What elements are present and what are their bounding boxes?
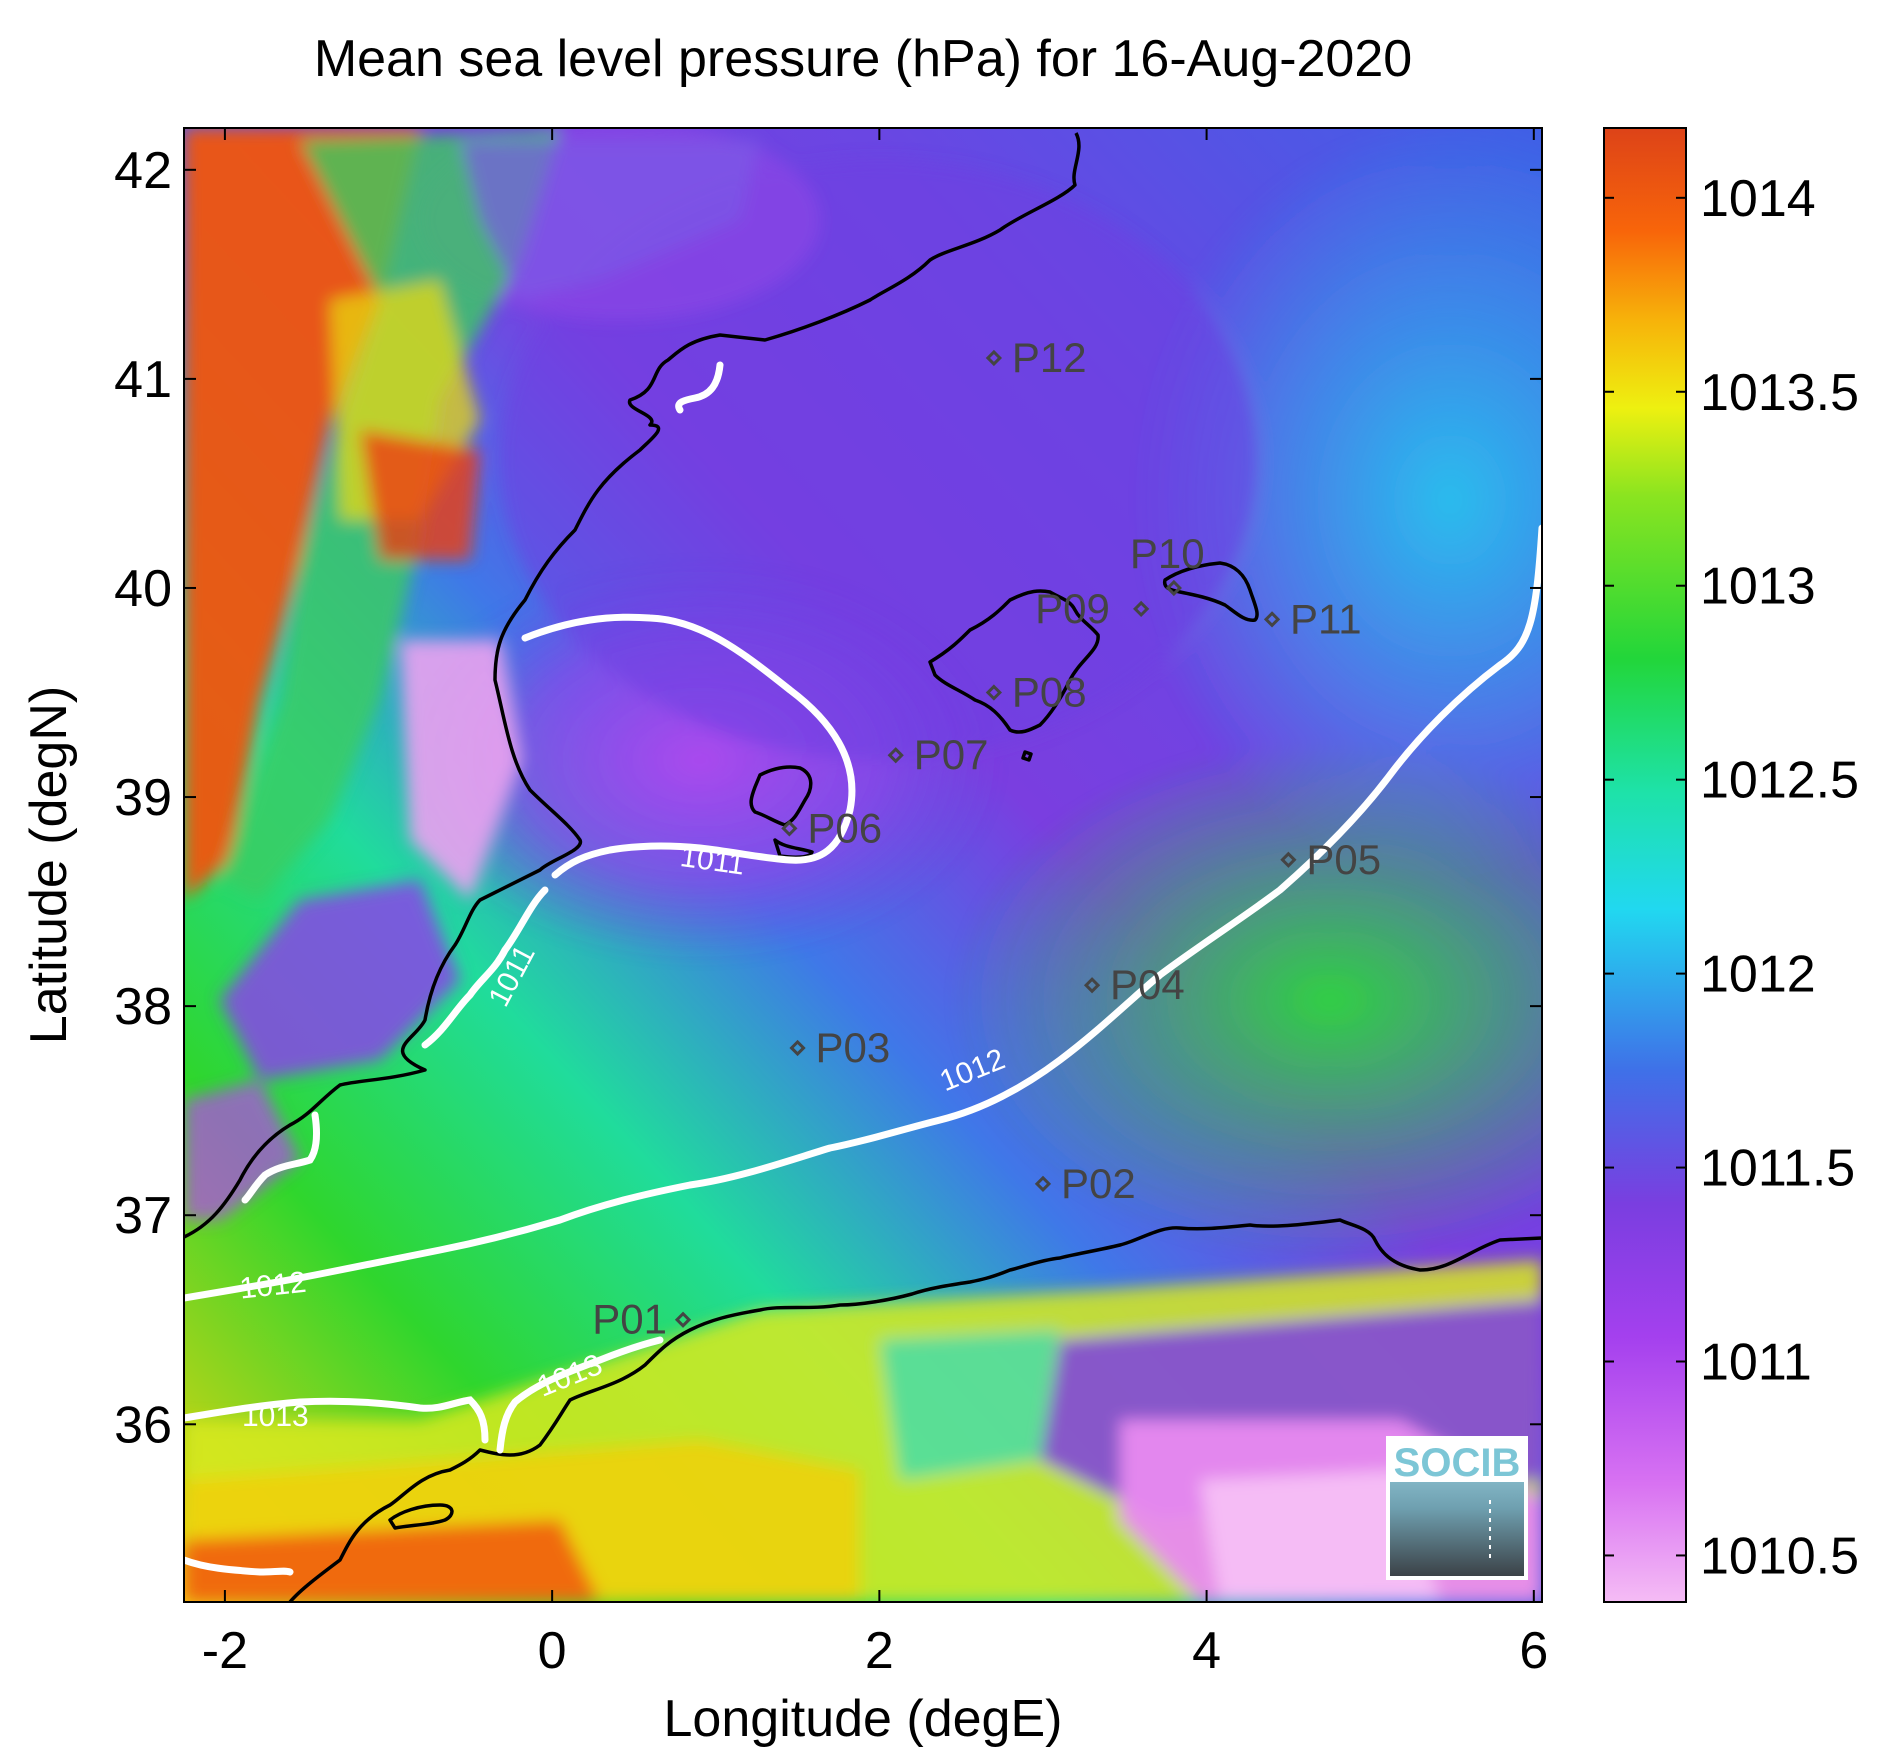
colorbar-ticks: 1010.5 1011 1011.5 1012 1012.5 1013 1013.5 1014 <box>1604 170 1859 1585</box>
contour-1011-west <box>421 886 549 1049</box>
map-frame <box>183 127 1543 1603</box>
station-diamond-icon <box>789 1039 806 1057</box>
x-tick-label: 4 <box>1192 1622 1221 1680</box>
socib-logo-text: SOCIB <box>1394 1441 1521 1485</box>
station-label: P02 <box>1061 1160 1136 1207</box>
station-marker: P04 <box>1083 961 1185 1008</box>
station-marker: P08 <box>985 669 1087 716</box>
x-tick-label: -2 <box>202 1622 248 1680</box>
y-tick-label: 37 <box>114 1187 172 1245</box>
islands <box>388 561 1259 1530</box>
contour-1011-loop <box>521 613 856 879</box>
x-axis-label: Longitude (degE) <box>664 1690 1063 1748</box>
y-axis-label: Latitude (degN) <box>20 686 78 1044</box>
colorbar-tick-label: 1014 <box>1700 170 1816 228</box>
station-diamond-icon <box>781 820 798 837</box>
station-label: P06 <box>807 804 882 851</box>
socib-logo: SOCIB <box>1386 1436 1528 1580</box>
station-marker: P07 <box>887 731 989 778</box>
colorbar-gradient <box>1603 127 1687 1603</box>
x-tick-label: 6 <box>1519 1622 1548 1680</box>
y-tick-label: 36 <box>114 1396 172 1454</box>
station-diamond-icon <box>985 684 1003 701</box>
station-diamond-icon <box>1280 851 1297 868</box>
station-label: P09 <box>1035 585 1110 632</box>
station-label: P10 <box>1130 530 1205 577</box>
y-tick-label: 42 <box>114 142 172 200</box>
station-label: P07 <box>914 731 989 778</box>
station-marker: P05 <box>1280 836 1381 883</box>
y-tick-label: 40 <box>114 560 172 618</box>
station-marker: P03 <box>789 1024 891 1071</box>
station-marker: P09 <box>1035 585 1150 632</box>
pressure-field-blobs <box>184 128 1542 1602</box>
station-diamond-icon <box>985 349 1003 367</box>
contour-label-1013-b: 1013 <box>242 1400 309 1433</box>
station-marker: P10 <box>1130 530 1205 597</box>
station-marker: P12 <box>985 334 1087 381</box>
x-axis: -2 0 2 4 6 <box>202 128 1548 1680</box>
map-plot-area: 1011 1011 1012 1012 1013 1013 P01P02P03P… <box>184 128 1542 1602</box>
station-marker: P02 <box>1034 1160 1136 1207</box>
station-label: P03 <box>816 1024 891 1071</box>
colorbar: 1010.5 1011 1011.5 1012 1012.5 1013 1013.5 1014 <box>1603 127 1859 1603</box>
station-diamond-icon <box>1133 600 1150 618</box>
colorbar-tick-label: 1013 <box>1700 558 1816 616</box>
station-marker: P01 <box>592 1296 692 1343</box>
x-tick-label: 2 <box>865 1622 894 1680</box>
chart-title: Mean sea level pressure (hPa) for 16-Aug… <box>314 30 1412 88</box>
y-axis: 36 37 38 39 40 41 42 <box>114 142 1542 1454</box>
contour-label-1012-b: 1012 <box>238 1266 308 1306</box>
y-tick-label: 39 <box>114 769 172 827</box>
contour-1012 <box>184 524 1542 1302</box>
contour-1011-south <box>241 1111 321 1204</box>
station-diamond-icon <box>1034 1175 1052 1192</box>
station-markers: P01 P02 P03 P04 P05 P06 P07 P08 P09 P10 P11 P12 <box>592 334 1381 1343</box>
contour-1011-north <box>675 361 724 414</box>
coastlines <box>184 132 1542 1602</box>
contour-1013-west <box>184 1396 489 1444</box>
station-marker: P06 <box>781 804 882 851</box>
colorbar-tick-label: 1012 <box>1700 946 1816 1004</box>
x-tick-label: 0 <box>538 1622 567 1680</box>
station-marker: P11 <box>1263 595 1362 642</box>
station-diamond-icon <box>1165 579 1182 597</box>
colorbar-tick-label: 1012.5 <box>1700 752 1859 810</box>
contour-1013-east <box>496 1336 664 1454</box>
colorbar-tick-label: 1010.5 <box>1700 1527 1859 1585</box>
station-label: P12 <box>1012 334 1087 381</box>
colorbar-tick-label: 1011.5 <box>1700 1140 1855 1198</box>
station-label: P08 <box>1012 669 1087 716</box>
contour-1013-sw <box>184 1556 294 1576</box>
y-tick-label: 41 <box>114 351 172 409</box>
station-diamond-icon <box>1083 977 1101 994</box>
station-label: P11 <box>1290 595 1362 642</box>
colorbar-tick-label: 1013.5 <box>1700 364 1859 422</box>
station-diamond-icon <box>1263 611 1281 628</box>
station-label: P01 <box>592 1296 667 1343</box>
station-label: P05 <box>1306 836 1381 883</box>
pressure-contours <box>184 361 1542 1576</box>
station-diamond-icon <box>887 747 904 764</box>
y-tick-label: 38 <box>114 978 172 1036</box>
station-label: P04 <box>1110 961 1185 1008</box>
colorbar-tick-label: 1011 <box>1700 1334 1812 1392</box>
station-diamond-icon <box>674 1311 692 1328</box>
